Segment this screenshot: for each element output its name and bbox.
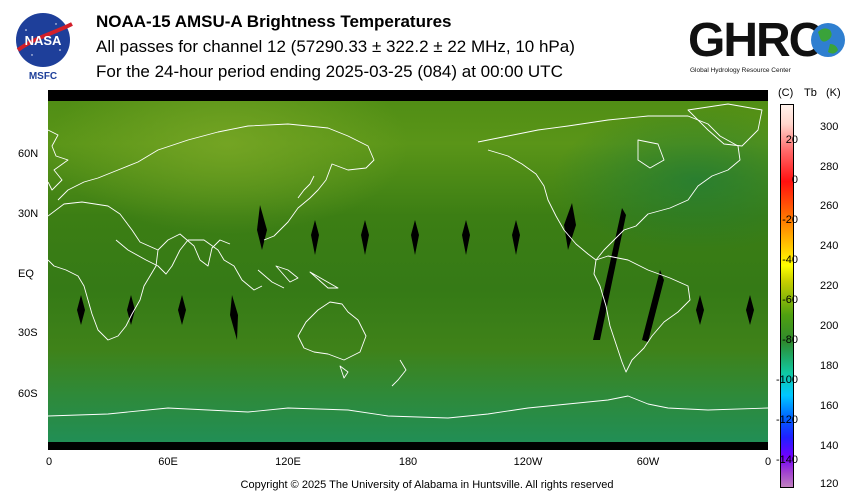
colorbar-k-tick: 200 (820, 320, 839, 332)
lon-label-0-east: 0 (764, 456, 772, 468)
nasa-logo: NASA MSFC (16, 13, 73, 80)
lat-label-60n: 60N (18, 148, 39, 160)
map-subtitle: All passes for channel 12 (57290.33 ± 32… (96, 37, 575, 56)
copyright-footer: Copyright © 2025 The University of Alaba… (240, 479, 614, 491)
map-period: For the 24-hour period ending 2025-03-25… (96, 62, 563, 81)
colorbar-c-tick: 0 (791, 174, 798, 186)
colorbar-c-tick: -80 (782, 334, 798, 346)
no-data-band-south (48, 442, 768, 450)
lat-label-60s: 60S (18, 388, 38, 400)
colorbar-c-tick: -120 (775, 414, 798, 426)
ghrc-tagline: Global Hydrology Resource Center (690, 67, 792, 74)
no-data-band-north (48, 90, 768, 101)
lat-label-30s: 30S (18, 327, 38, 339)
lat-label-eq: EQ (18, 268, 34, 280)
colorbar-c-tick: -140 (775, 454, 798, 466)
colorbar-c-tick: -40 (782, 254, 798, 266)
lon-label-120e: 120E (275, 456, 301, 468)
colorbar-k-tick: 240 (820, 240, 839, 252)
colorbar-k-tick: 160 (820, 400, 839, 412)
colorbar-header-k: (K) (826, 87, 841, 99)
colorbar-k-tick: 220 (820, 280, 839, 292)
colorbar-k-tick: 260 (820, 200, 839, 212)
colorbar-header-c: (C) (778, 87, 794, 99)
lon-label-60w: 60W (636, 456, 660, 468)
ghrc-wordmark: GHRC (688, 14, 823, 67)
colorbar-c-tick: -60 (782, 294, 798, 306)
lat-label-30n: 30N (18, 208, 39, 220)
coastlines (48, 103, 768, 419)
map-title: NOAA-15 AMSU-A Brightness Temperatures (96, 12, 452, 31)
msfc-label: MSFC (29, 71, 57, 80)
colorbar-k-tick: 300 (820, 121, 839, 133)
lon-label-0-west: 0 (45, 456, 53, 468)
swath-gaps (77, 203, 754, 342)
lon-label-120w: 120W (513, 456, 543, 468)
brightness-temperature-map (48, 90, 768, 450)
colorbar-k-tick: 280 (820, 161, 839, 173)
lon-label-60e: 60E (158, 456, 178, 468)
colorbar-c-tick: 20 (785, 134, 798, 146)
nasa-wordmark: NASA (25, 33, 62, 48)
colorbar-k-tick: 180 (820, 360, 839, 372)
colorbar-c-tick: -20 (782, 214, 798, 226)
lon-label-180: 180 (398, 456, 418, 468)
colorbar-c-tick: -100 (775, 374, 798, 386)
colorbar-k-tick: 140 (820, 440, 839, 452)
colorbar (780, 104, 794, 488)
colorbar-header-tb: Tb (804, 87, 817, 99)
colorbar-k-tick: 120 (820, 478, 839, 490)
ghrc-logo: GHRC Global Hydrology Resource Center (688, 14, 845, 74)
